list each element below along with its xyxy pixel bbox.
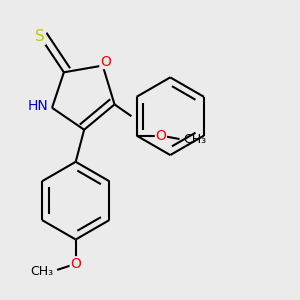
Text: O: O: [70, 257, 81, 271]
Text: HN: HN: [27, 99, 48, 113]
Text: S: S: [35, 29, 45, 44]
Text: O: O: [155, 129, 167, 142]
Text: CH₃: CH₃: [184, 133, 207, 146]
Text: O: O: [100, 55, 111, 68]
Text: CH₃: CH₃: [31, 265, 54, 278]
